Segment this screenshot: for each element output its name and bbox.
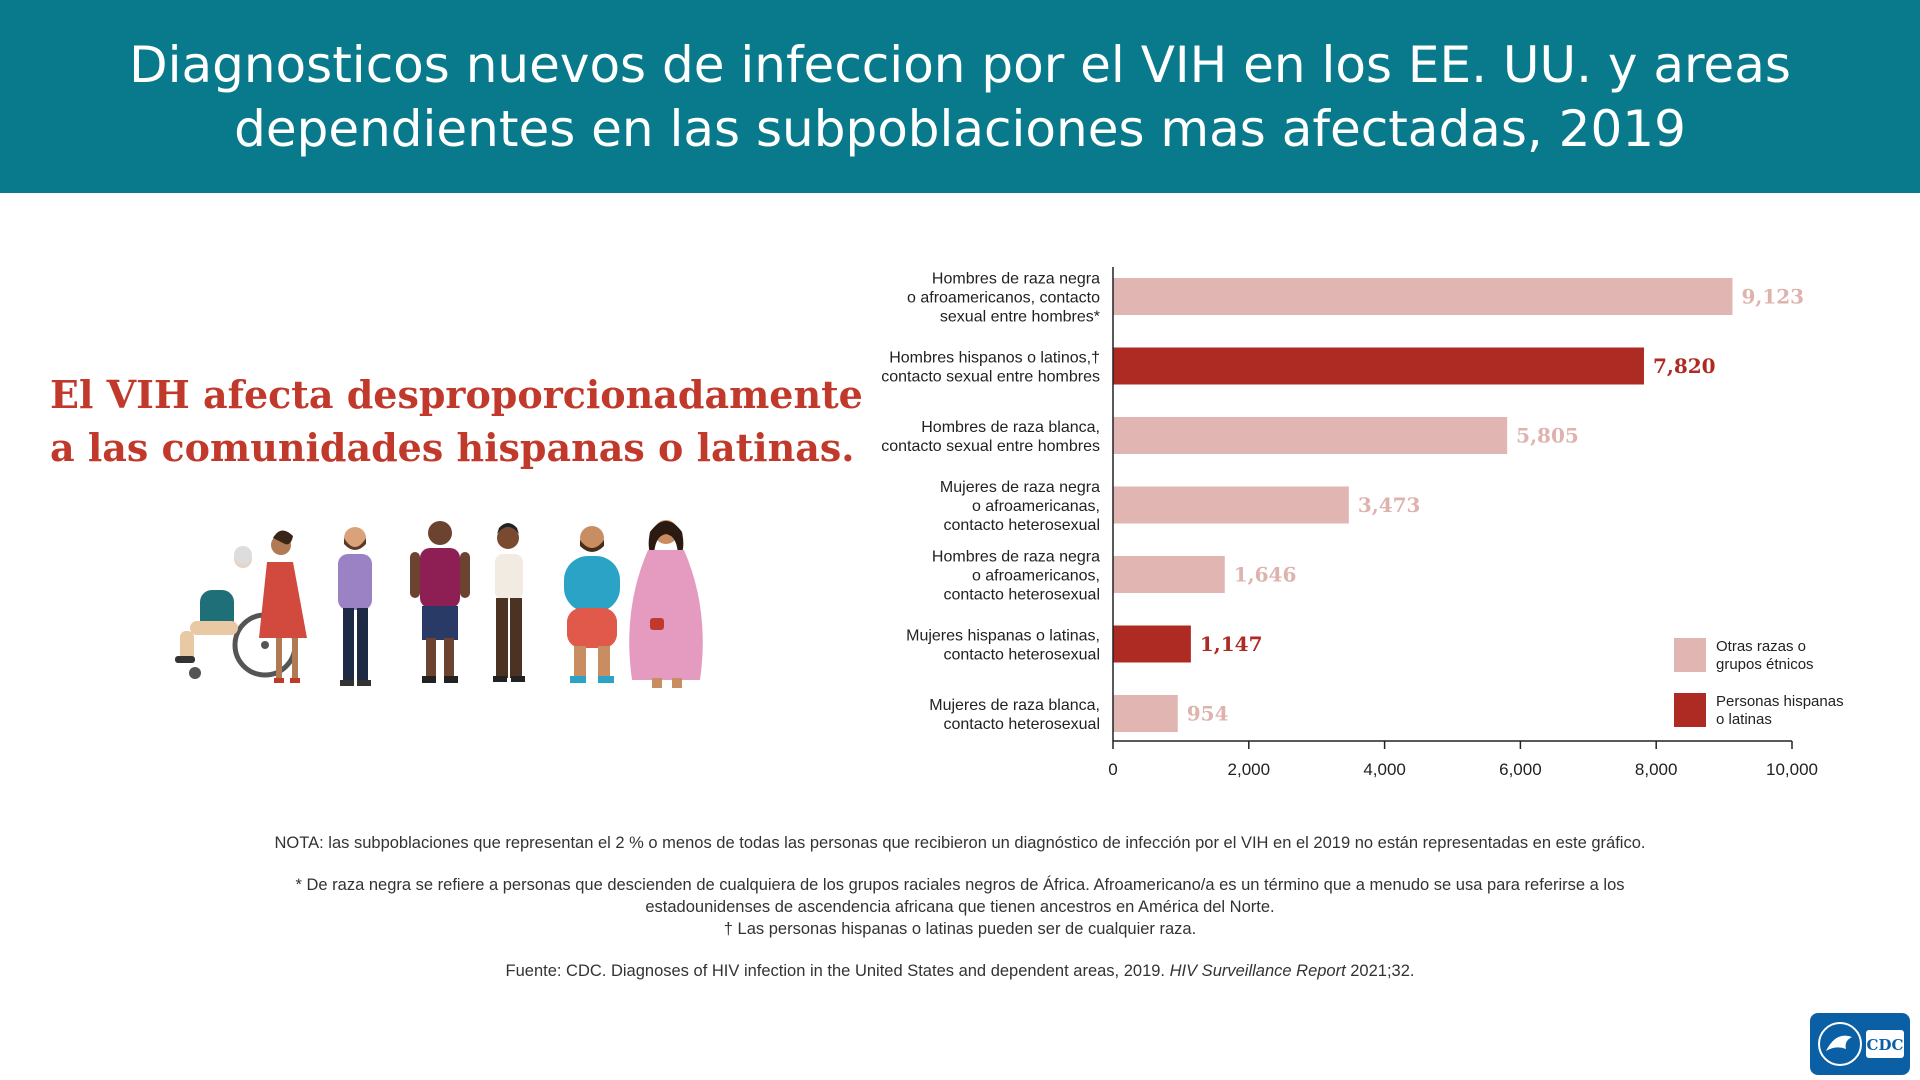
category-label-1: Hombres hispanos o latinos,† contacto sex… bbox=[881, 350, 1100, 386]
tagline: El VIH afecta desproporcionadamente a la… bbox=[50, 368, 863, 474]
x-tick-label-1: 2,000 bbox=[1228, 760, 1271, 779]
bar-0 bbox=[1113, 278, 1733, 315]
bar-value-label-1: 7,820 bbox=[1653, 354, 1716, 378]
category-label-2: Hombres de raza blanca, contacto sexual e… bbox=[881, 419, 1100, 455]
footnote-hispanic: † Las personas hispanas o latinas pueden… bbox=[723, 920, 1197, 938]
bar-value-label-2: 5,805 bbox=[1516, 424, 1579, 448]
page-title-line-2: dependientes en las subpoblaciones mas a… bbox=[234, 99, 1686, 158]
x-tick-label-4: 8,000 bbox=[1635, 760, 1678, 779]
legend-swatch-other bbox=[1674, 638, 1706, 672]
legend-label-other: Otras razas o grupos étnicos bbox=[1716, 638, 1814, 673]
legend-label-hispanic: Personas hispanas o latinas bbox=[1716, 693, 1844, 728]
bar-1 bbox=[1113, 347, 1644, 385]
note-text: NOTA: las subpoblaciones que representan… bbox=[274, 834, 1646, 852]
bar-value-label-4: 1,646 bbox=[1234, 563, 1297, 587]
x-tick-label-5: 10,000 bbox=[1766, 760, 1818, 779]
bar-value-label-3: 3,473 bbox=[1358, 493, 1421, 517]
bar-3 bbox=[1113, 486, 1349, 524]
x-tick-label-3: 6,000 bbox=[1499, 760, 1542, 779]
category-label-0: Hombres de raza negra o afroamericanos, c… bbox=[907, 271, 1100, 326]
cdc-logo-icon: CDC bbox=[1810, 1013, 1910, 1075]
woman-white-shirt-icon bbox=[493, 523, 525, 682]
notes: NOTA: las subpoblaciones que representan… bbox=[80, 832, 1840, 982]
category-label-5: Mujeres hispanas o latinas, contacto hete… bbox=[906, 628, 1100, 664]
bar-value-label-6: 954 bbox=[1187, 702, 1229, 726]
source-prefix: Fuente: CDC. Diagnoses of HIV infection … bbox=[505, 962, 1170, 980]
bar-6 bbox=[1113, 695, 1178, 732]
x-tick-label-2: 4,000 bbox=[1363, 760, 1406, 779]
cdc-logo-text: CDC bbox=[1867, 1036, 1904, 1054]
tagline-line-1: El VIH afecta desproporcionadamente bbox=[50, 372, 863, 417]
bar-chart: 9,123 Hombres de raza negra o afroamerican… bbox=[881, 267, 1844, 779]
diverse-people-illustration-icon bbox=[175, 520, 703, 688]
tagline-line-2: a las comunidades hispanas o latinas. bbox=[50, 425, 855, 470]
source-suffix: 2021;32. bbox=[1345, 962, 1415, 980]
wheelchair-person-icon bbox=[175, 530, 307, 683]
footnote-black-line-1: * De raza negra se refiere a personas qu… bbox=[295, 876, 1625, 894]
bar-value-label-5: 1,147 bbox=[1200, 632, 1263, 656]
category-label-4: Hombres de raza negra o afroamericanos, co… bbox=[932, 549, 1100, 604]
footnote-black-line-2: estadounidenses de ascendencia africana … bbox=[645, 898, 1275, 916]
bar-value-label-0: 9,123 bbox=[1741, 285, 1804, 309]
man-magenta-shirt-icon bbox=[410, 521, 470, 683]
source-report-title: HIV Surveillance Report bbox=[1169, 962, 1346, 980]
header-banner: Diagnosticos nuevos de infeccion por el … bbox=[0, 0, 1920, 193]
bar-2 bbox=[1113, 417, 1508, 454]
category-label-6: Mujeres de raza blanca, contacto heterose… bbox=[929, 697, 1100, 733]
man-blue-shirt-icon bbox=[564, 526, 620, 683]
page-title-line-1: Diagnosticos nuevos de infeccion por el … bbox=[129, 35, 1791, 94]
man-purple-shirt-icon bbox=[338, 527, 372, 686]
woman-pink-dress-icon bbox=[629, 520, 703, 688]
legend-swatch-hispanic bbox=[1674, 693, 1706, 727]
x-tick-label-0: 0 bbox=[1108, 760, 1117, 779]
bar-5 bbox=[1113, 625, 1191, 663]
bar-4 bbox=[1113, 556, 1225, 593]
source-text: Fuente: CDC. Diagnoses of HIV infection … bbox=[80, 960, 1840, 982]
category-label-3: Mujeres de raza negra o afroamericanas, co… bbox=[940, 479, 1100, 534]
